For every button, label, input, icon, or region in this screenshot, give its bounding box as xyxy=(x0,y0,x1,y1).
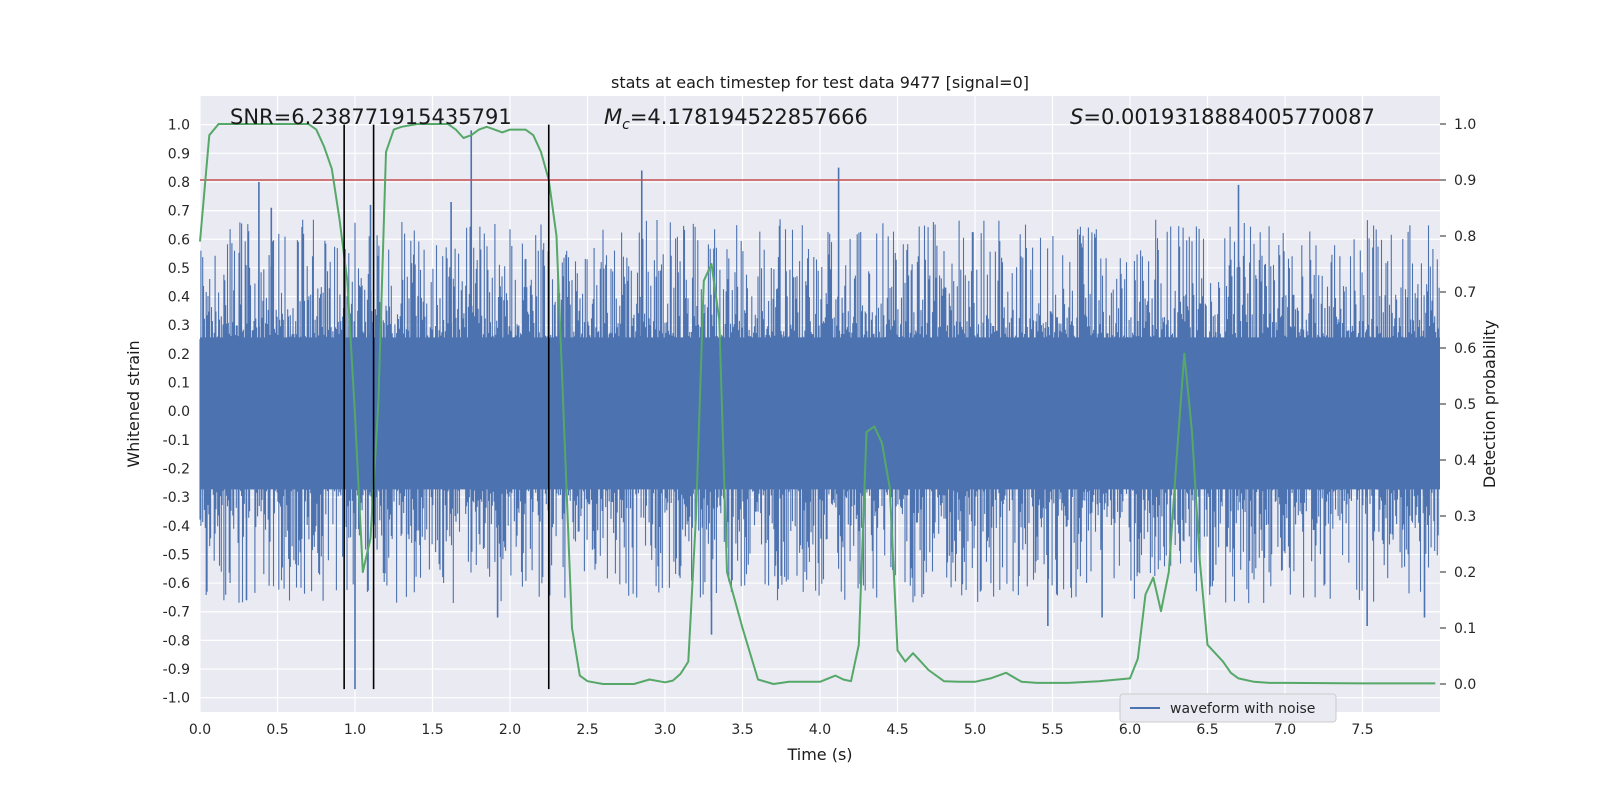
mc-subscript: c xyxy=(622,117,630,133)
y-right-tick-label: 0.0 xyxy=(1454,677,1476,693)
y-right-tick-label: 0.2 xyxy=(1454,565,1476,581)
mc-value: =4.178194522857666 xyxy=(630,105,868,129)
x-tick-label: 2.0 xyxy=(499,722,521,738)
x-tick-label: 2.5 xyxy=(576,722,598,738)
y-tick-label: 0.0 xyxy=(168,404,190,420)
y-tick-label: 1.0 xyxy=(168,118,190,134)
y-right-tick-label: 0.4 xyxy=(1454,453,1476,469)
x-tick-label: 4.0 xyxy=(809,722,831,738)
y-axis-ticks-left: 1.0 0.9 0.8 0.7 0.6 0.5 0.4 0.3 0.2 0.1 0.0 -0.1 -0.… xyxy=(163,118,190,707)
y-tick-label: 0.6 xyxy=(168,232,190,248)
y-tick-label: -0.8 xyxy=(163,633,190,649)
y-tick-label: -0.3 xyxy=(163,490,190,506)
y-right-tick-label: 0.8 xyxy=(1454,229,1476,245)
x-tick-label: 7.5 xyxy=(1351,722,1373,738)
y-tick-label: -0.6 xyxy=(163,576,190,592)
x-tick-label: 0.0 xyxy=(189,722,211,738)
y-axis-ticks-right: 1.0 0.9 0.8 0.7 0.6 0.5 0.4 0.3 0.2 0.1 0.0 xyxy=(1440,117,1476,693)
y-tick-label: 0.8 xyxy=(168,175,190,191)
waveform-series xyxy=(199,130,1440,690)
y-tick-label: 0.3 xyxy=(168,318,190,334)
y-tick-label: 0.7 xyxy=(168,204,190,220)
x-tick-label: 4.5 xyxy=(886,722,908,738)
mc-symbol: M xyxy=(604,105,622,129)
y-tick-label: -0.5 xyxy=(163,547,190,563)
s-symbol: S xyxy=(1070,105,1083,129)
x-tick-label: 3.5 xyxy=(731,722,753,738)
significance-annotation: S=0.0019318884005770087 xyxy=(1070,105,1375,129)
chart-title: stats at each timestep for test data 947… xyxy=(611,73,1029,92)
x-tick-label: 1.0 xyxy=(344,722,366,738)
y-tick-label: -1.0 xyxy=(163,691,190,707)
waveform-noise xyxy=(199,219,1440,604)
x-axis-ticks: 0.0 0.5 1.0 1.5 2.0 2.5 3.0 3.5 4.0 4.5 5.0 5.5 6.0 6… xyxy=(189,722,1374,738)
y-right-tick-label: 0.5 xyxy=(1454,397,1476,413)
chirp-mass-annotation: Mc=4.178194522857666 xyxy=(604,105,868,133)
x-tick-label: 7.0 xyxy=(1274,722,1296,738)
legend: waveform with noise xyxy=(1119,693,1337,723)
y-right-tick-label: 0.6 xyxy=(1454,341,1476,357)
y-tick-label: -0.9 xyxy=(163,662,190,678)
s-value: =0.0019318884005770087 xyxy=(1083,105,1375,129)
y-tick-label: -0.7 xyxy=(163,605,190,621)
y-right-tick-label: 0.7 xyxy=(1454,285,1476,301)
y-axis-label-left: Whitened strain xyxy=(124,340,143,467)
y-tick-label: -0.1 xyxy=(163,433,190,449)
y-tick-label: 0.2 xyxy=(168,347,190,363)
legend-entry: waveform with noise xyxy=(1170,701,1315,717)
y-tick-label: -0.4 xyxy=(163,519,190,535)
legend-box xyxy=(1119,693,1337,723)
vertical-markers xyxy=(343,124,550,690)
y-right-tick-label: 0.9 xyxy=(1454,173,1476,189)
y-right-tick-label: 0.1 xyxy=(1454,621,1476,637)
x-tick-label: 5.5 xyxy=(1041,722,1063,738)
y-tick-label: -0.2 xyxy=(163,461,190,477)
y-tick-label: 0.5 xyxy=(168,261,190,277)
y-right-tick-label: 1.0 xyxy=(1454,117,1476,133)
y-tick-label: 0.1 xyxy=(168,376,190,392)
x-tick-label: 6.5 xyxy=(1196,722,1218,738)
x-tick-label: 0.5 xyxy=(266,722,288,738)
x-tick-label: 6.0 xyxy=(1119,722,1141,738)
y-tick-label: 0.4 xyxy=(168,290,190,306)
x-tick-label: 3.0 xyxy=(654,722,676,738)
x-tick-label: 5.0 xyxy=(964,722,986,738)
snr-annotation: SNR=6.238771915435791 xyxy=(230,105,512,129)
x-axis-label: Time (s) xyxy=(786,745,852,764)
x-tick-label: 1.5 xyxy=(421,722,443,738)
y-tick-label: 0.9 xyxy=(168,146,190,162)
y-right-tick-label: 0.3 xyxy=(1454,509,1476,525)
y-axis-label-right: Detection probability xyxy=(1480,320,1499,488)
